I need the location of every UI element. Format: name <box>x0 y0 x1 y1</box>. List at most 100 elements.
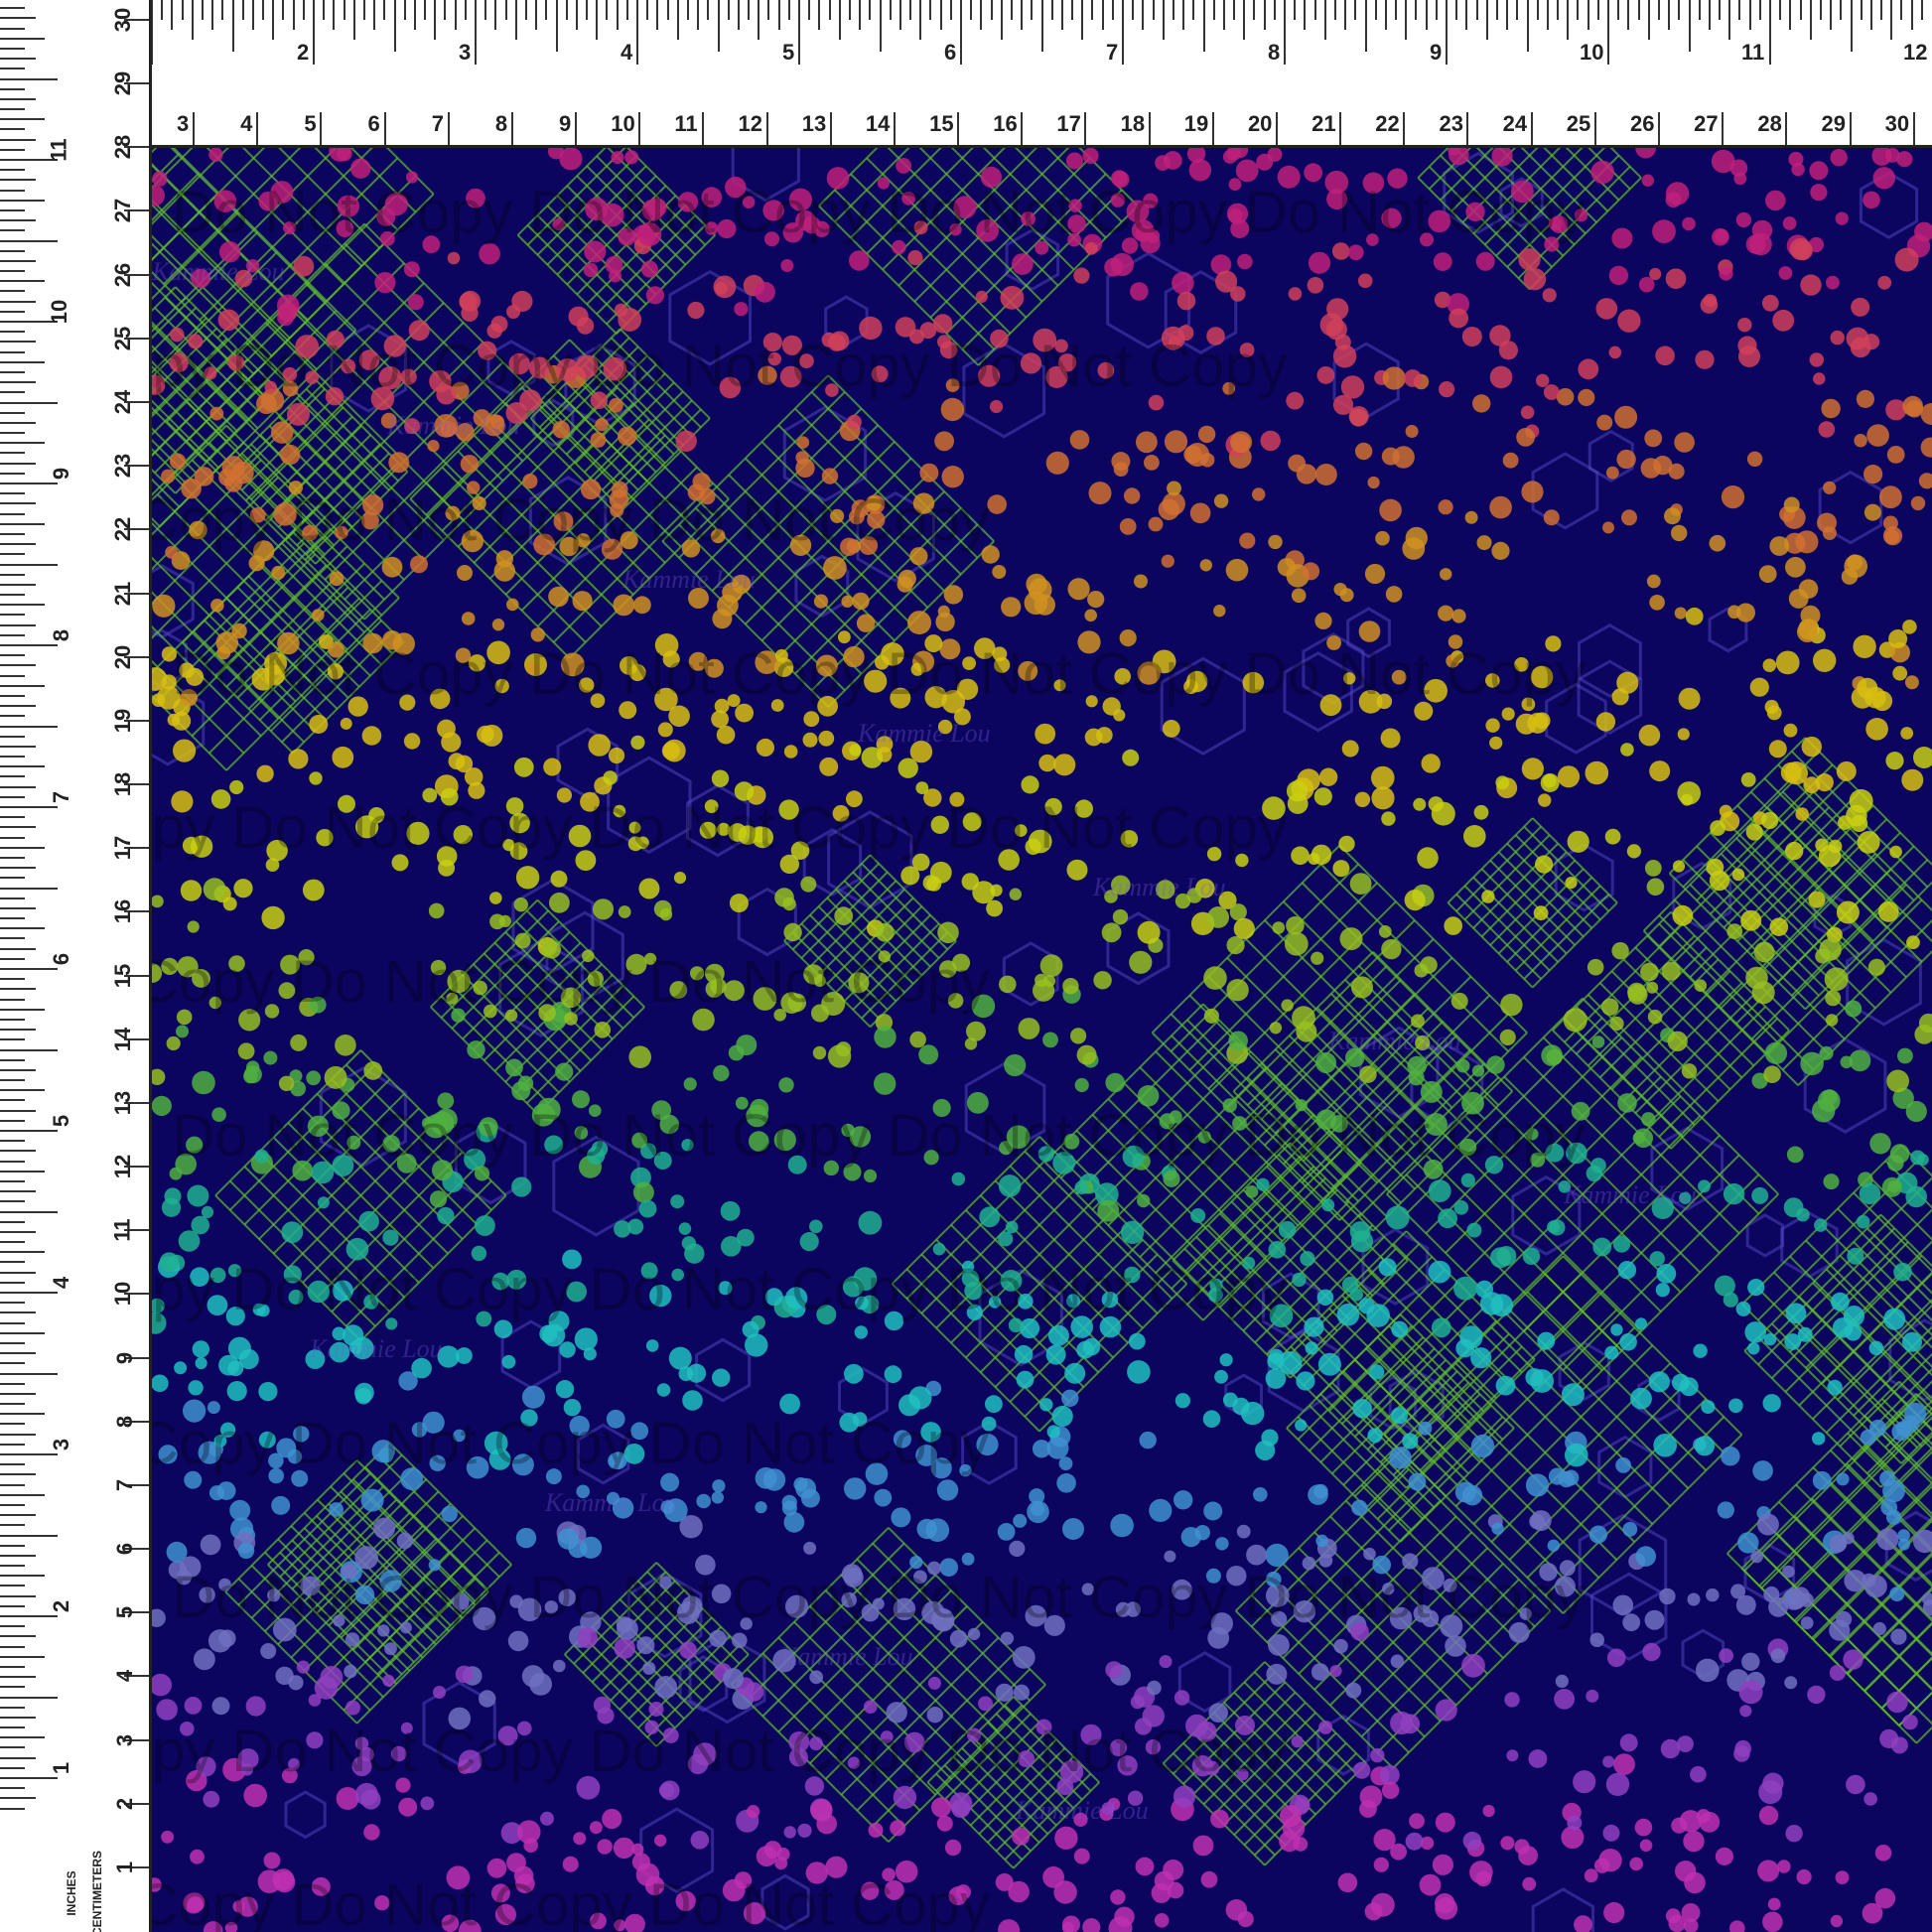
sequin-dot <box>293 255 315 277</box>
sequin-dot <box>1829 1664 1846 1681</box>
sequin-dot <box>152 374 166 395</box>
inch-tick <box>0 957 25 960</box>
sequin-dot <box>1067 214 1086 233</box>
sequin-dot <box>1366 233 1379 246</box>
inch-tick <box>0 1665 25 1668</box>
sequin-dot <box>1093 971 1112 990</box>
hatch-line <box>1821 1272 1932 1385</box>
inch-tick <box>0 1321 25 1324</box>
inch-tick <box>919 0 922 40</box>
inch-tick <box>0 1453 58 1455</box>
sequin-dot <box>569 1415 590 1437</box>
sequin-dot <box>1677 781 1701 805</box>
sequin-dot <box>859 536 879 555</box>
sequin-dot <box>1638 724 1661 747</box>
sequin-dot <box>398 1371 418 1391</box>
sequin-dot <box>1760 811 1779 830</box>
sequin-dot <box>1051 1405 1073 1428</box>
sequin-dot <box>770 699 784 712</box>
sequin-dot <box>1665 192 1682 208</box>
sequin-dot <box>1266 1663 1288 1685</box>
sequin-dot <box>910 662 924 676</box>
sequin-dot <box>1696 1658 1720 1683</box>
sequin-dot <box>1341 740 1359 758</box>
sequin-dot <box>493 560 515 582</box>
cm-label: 23 <box>1439 111 1463 136</box>
sequin-dot <box>937 719 953 735</box>
sequin-dot <box>408 320 430 342</box>
sequin-dot <box>1288 287 1303 301</box>
sequin-dot <box>998 1174 1022 1197</box>
sequin-dot <box>583 262 599 278</box>
sequin-dot <box>1745 966 1768 990</box>
sequin-dot <box>1489 365 1513 389</box>
sequin-dot <box>1188 159 1212 182</box>
sequin-dot <box>723 1668 744 1690</box>
sequin-dot <box>608 747 625 764</box>
inch-tick <box>302 0 305 20</box>
sequin-dot <box>1714 1275 1735 1297</box>
sequin-dot <box>1122 1145 1145 1169</box>
inch-tick <box>0 1140 25 1143</box>
inch-tick <box>990 0 993 20</box>
sequin-dot <box>1910 495 1926 511</box>
sequin-dot <box>1417 847 1439 869</box>
hatch-line <box>1202 1161 1362 1321</box>
sequin-dot <box>376 207 396 226</box>
sequin-dot <box>1428 209 1451 233</box>
hatch-line <box>826 897 914 985</box>
sequin-dot <box>1859 1182 1881 1205</box>
sequin-dot <box>1385 1205 1410 1230</box>
sequin-dot <box>1431 801 1455 826</box>
cm-tick <box>447 112 450 145</box>
sequin-dot <box>614 1637 635 1659</box>
sequin-dot <box>152 1095 172 1116</box>
sequin-dot <box>590 1912 607 1930</box>
sequin-dot <box>1574 208 1588 222</box>
sequin-dot <box>1037 1146 1054 1163</box>
inch-tick <box>1172 0 1174 20</box>
inch-tick <box>1202 0 1205 52</box>
hatch-line <box>344 400 544 601</box>
inch-label: 12 <box>1903 40 1928 65</box>
sequin-dot <box>332 1101 350 1120</box>
inch-tick <box>697 0 700 30</box>
sequin-dot <box>825 1856 848 1878</box>
hatch-line <box>1266 1166 1385 1285</box>
sequin-dot <box>1242 671 1265 694</box>
inch-tick <box>1890 0 1893 40</box>
sequin-dot <box>797 1823 812 1838</box>
sequin-dot <box>712 1479 726 1493</box>
inch-tick <box>0 1514 36 1517</box>
inch-tick <box>0 37 45 40</box>
sequin-dot <box>1894 247 1919 272</box>
sequin-dot <box>1434 291 1451 309</box>
sequin-dot <box>1358 689 1383 714</box>
sequin-dot <box>1064 1362 1086 1384</box>
hatch-line <box>869 940 957 1028</box>
hatch-line <box>388 1442 512 1566</box>
sequin-dot <box>1331 242 1350 260</box>
hatch-line <box>515 920 624 1030</box>
inch-tick <box>0 937 25 940</box>
hatch-line <box>1898 1380 1932 1417</box>
hatch-line <box>152 324 249 422</box>
sequin-dot <box>846 790 863 808</box>
sequin-dot <box>473 1606 496 1631</box>
sequin-dot <box>699 821 717 839</box>
sequin-dot <box>844 1363 864 1384</box>
cm-label: 5 <box>304 111 317 136</box>
sequin-dot <box>1559 1560 1576 1577</box>
inch-tick <box>1900 0 1903 20</box>
sequin-dot <box>1391 669 1407 685</box>
signature-watermark: Kammie Lou <box>152 257 285 286</box>
hatch-line <box>1440 148 1494 202</box>
sequin-dot <box>268 1467 284 1484</box>
cm-label: 30 <box>110 7 136 33</box>
inch-tick <box>1657 0 1660 20</box>
sequin-dot <box>1595 298 1618 320</box>
sequin-dot <box>542 1323 566 1347</box>
cm-label: 11 <box>109 1218 135 1242</box>
sequin-dot <box>1606 1648 1626 1668</box>
sequin-dot <box>779 365 802 388</box>
